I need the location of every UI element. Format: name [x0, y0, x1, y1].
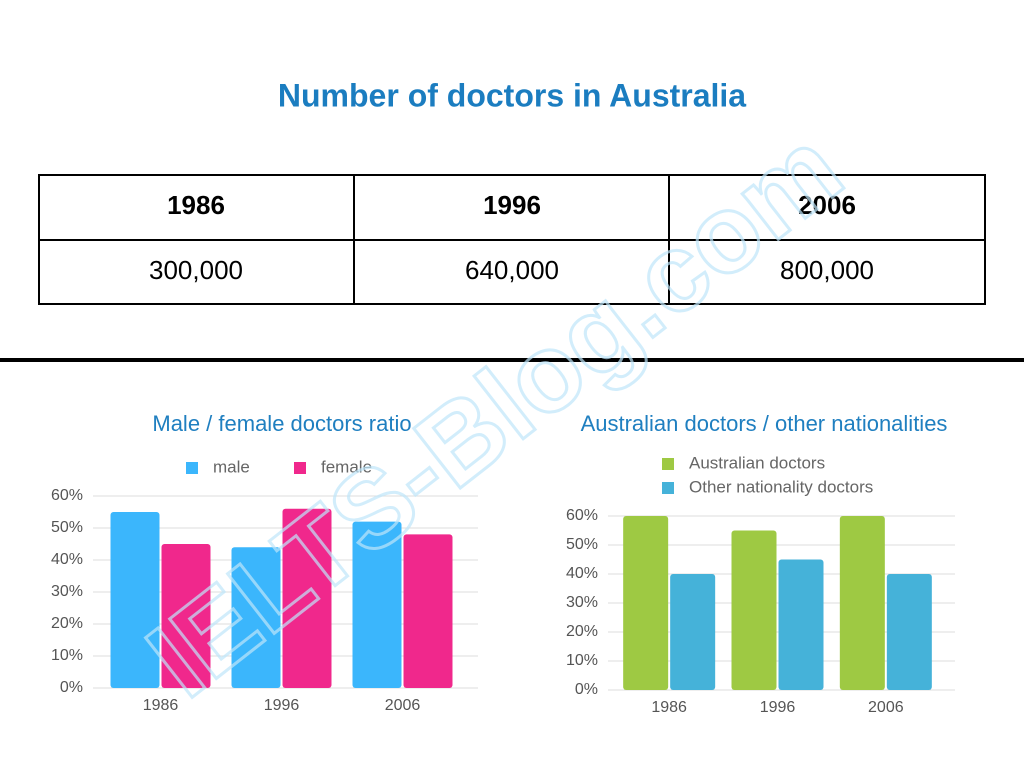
table-cell: 800,000 — [780, 255, 874, 285]
table-header: 1986 — [167, 190, 225, 220]
table-cell: 300,000 — [149, 255, 243, 285]
y-tick-label: 50% — [51, 519, 83, 536]
y-tick-label: 30% — [566, 594, 598, 611]
x-tick-label: 1986 — [651, 699, 687, 716]
bar — [161, 544, 211, 688]
legend-swatch — [662, 458, 674, 470]
page-title: Number of doctors in Australia — [278, 77, 746, 113]
y-tick-label: 60% — [566, 507, 598, 524]
legend-swatch — [294, 462, 306, 474]
x-tick-label: 1996 — [760, 699, 796, 716]
x-tick-label: 1996 — [264, 697, 300, 714]
bar — [731, 530, 777, 690]
bar — [231, 547, 281, 688]
y-tick-label: 10% — [566, 652, 598, 669]
y-tick-label: 0% — [575, 681, 598, 698]
y-tick-label: 10% — [51, 647, 83, 664]
table — [38, 174, 986, 305]
chart-title: Male / female doctors ratio — [152, 411, 411, 436]
y-tick-label: 20% — [566, 623, 598, 640]
bar — [886, 574, 932, 690]
legend-label: male — [213, 457, 250, 476]
bar — [670, 574, 716, 690]
y-tick-label: 50% — [566, 536, 598, 553]
y-tick-label: 20% — [51, 615, 83, 632]
legend-label: Australian doctors — [689, 453, 825, 472]
chart-title: Australian doctors / other nationalities — [581, 411, 948, 436]
section-divider — [0, 358, 1024, 362]
legend-swatch — [662, 482, 674, 494]
bar — [839, 516, 885, 690]
legend-swatch — [186, 462, 198, 474]
table-header: 2006 — [798, 190, 856, 220]
legend-label: female — [321, 457, 372, 476]
bar — [110, 512, 160, 688]
bar — [403, 534, 453, 688]
bar — [623, 516, 669, 690]
legend-label: Other nationality doctors — [689, 477, 873, 496]
bar — [352, 521, 402, 688]
bar — [282, 508, 332, 688]
table-header: 1996 — [483, 190, 541, 220]
y-tick-label: 30% — [51, 583, 83, 600]
y-tick-label: 60% — [51, 487, 83, 504]
table-cell: 640,000 — [465, 255, 559, 285]
y-tick-label: 40% — [51, 551, 83, 568]
y-tick-label: 40% — [566, 565, 598, 582]
x-tick-label: 1986 — [143, 697, 179, 714]
bar — [778, 559, 824, 690]
x-tick-label: 2006 — [385, 697, 421, 714]
y-tick-label: 0% — [60, 679, 83, 696]
x-tick-label: 2006 — [868, 699, 904, 716]
